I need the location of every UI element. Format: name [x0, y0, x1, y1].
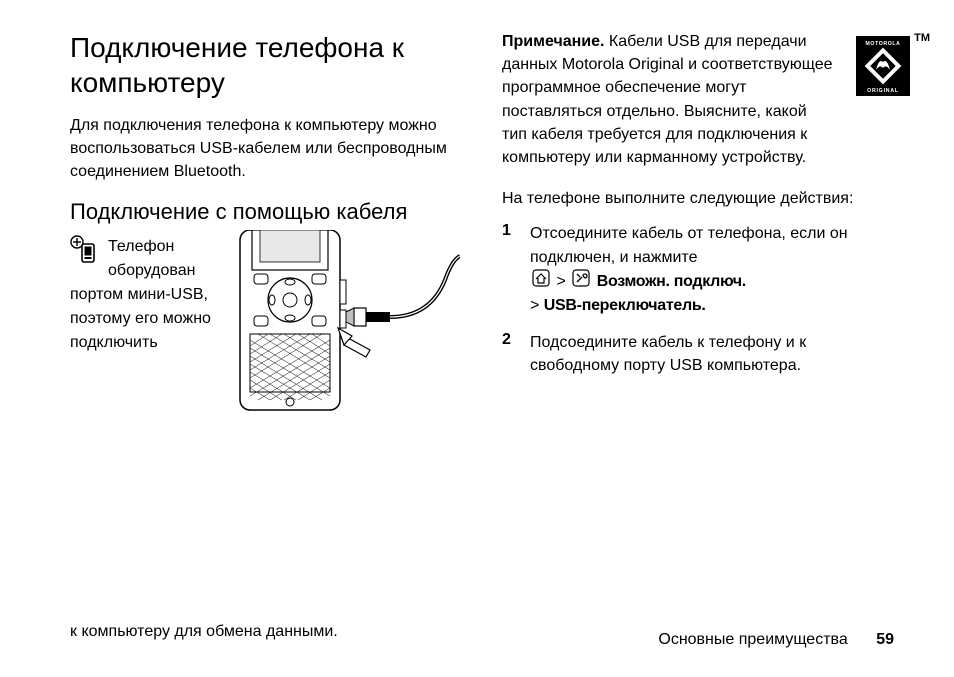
step-2-body: Подсоедините кабель к телефону и к свобо… [530, 331, 894, 377]
page-number: 59 [876, 631, 894, 648]
phone-description-block: Телефон оборудован портом мини-USB, поэт… [70, 235, 462, 435]
motorola-original-logo: MOTOROLA ORIGINAL [856, 36, 910, 101]
home-key-icon [532, 269, 550, 294]
step-1-text-a: Отсоедините кабель от телефона, если он … [530, 225, 848, 265]
phone-text-line2: оборудован [108, 262, 195, 279]
phone-text-mid: портом мини-USB, поэтому его можно подкл… [70, 283, 220, 355]
footer-section: Основные преимущества [658, 631, 847, 648]
gt-1: > [556, 273, 565, 290]
left-column: Подключение телефона к компьютеру Для по… [70, 30, 462, 644]
step-2: 2 Подсоедините кабель к телефону и к сво… [502, 331, 894, 377]
step-1-body: Отсоедините кабель от телефона, если он … [530, 222, 894, 317]
phone-text-bottom: к компьютеру для обмена данными. [70, 620, 462, 644]
page-title: Подключение телефона к компьютеру [70, 30, 462, 100]
note-text: Кабели USB для передачи данных Motorola … [502, 33, 833, 166]
step-1-menu-1: Возможн. подключ. [597, 273, 746, 290]
intro-paragraph: Для подключения телефона к компьютеру мо… [70, 114, 462, 184]
phone-text-top: Телефон оборудован [108, 235, 228, 283]
note-block: Примечание. Кабели USB для передачи данн… [502, 30, 894, 169]
tools-key-icon [572, 269, 590, 294]
step-1-menu-2: USB-переключатель. [544, 297, 706, 314]
note-paragraph: Примечание. Кабели USB для передачи данн… [502, 30, 834, 169]
note-label: Примечание. [502, 33, 604, 50]
gt-2: > [530, 297, 539, 314]
phone-usb-illustration [230, 230, 460, 420]
step-number: 2 [502, 331, 516, 377]
section-subtitle: Подключение с помощью кабеля [70, 198, 462, 226]
step-1: 1 Отсоедините кабель от телефона, если о… [502, 222, 894, 317]
trademark-symbol: TM [914, 32, 930, 44]
logo-sub-text: ORIGINAL [867, 88, 899, 94]
logo-brand-text: MOTOROLA [866, 41, 901, 47]
steps-intro: На телефоне выполните следующие действия… [502, 187, 894, 210]
phone-text-line1: Телефон [108, 238, 174, 255]
phone-feature-icon [70, 235, 100, 265]
page-footer: Основные преимущества 59 [658, 631, 894, 649]
step-number: 1 [502, 222, 516, 317]
right-column: Примечание. Кабели USB для передачи данн… [502, 30, 894, 644]
